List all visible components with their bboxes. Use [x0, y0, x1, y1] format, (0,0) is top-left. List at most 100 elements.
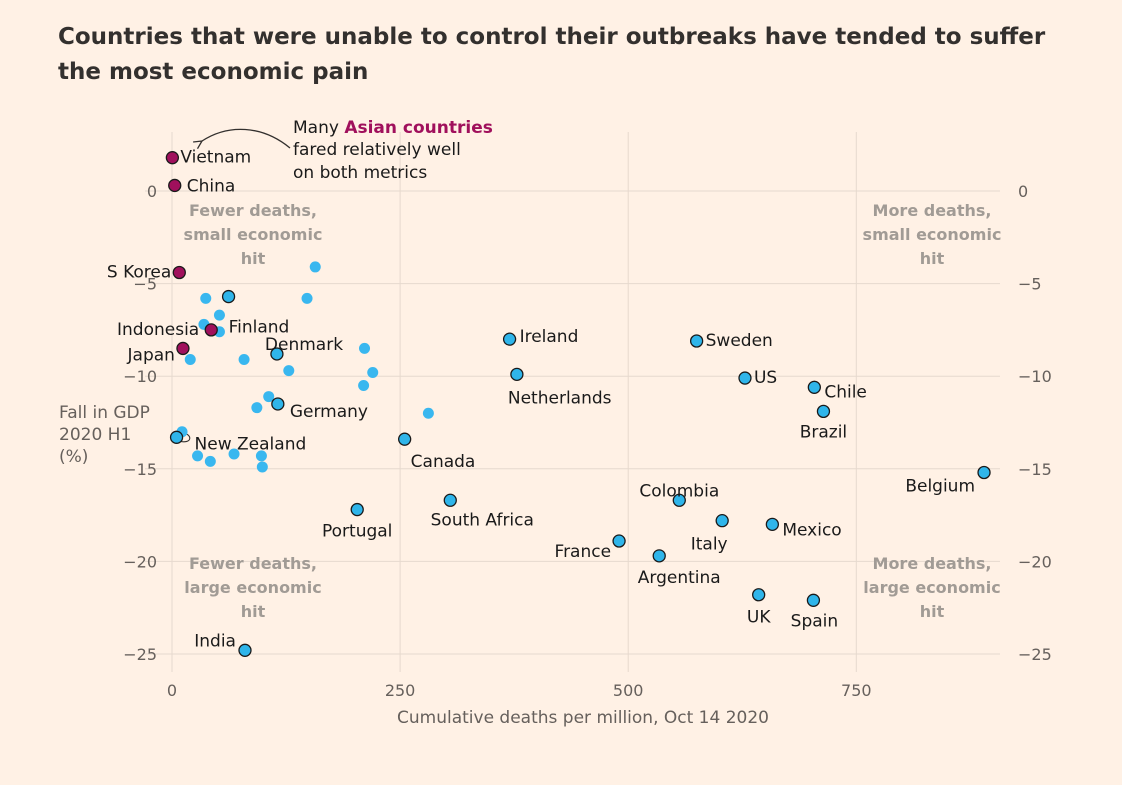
data-points — [165, 151, 991, 657]
data-point-ireland — [502, 332, 517, 346]
data-point-argentina — [652, 549, 666, 563]
y-tick-label-left: −25 — [123, 645, 157, 664]
data-point — [358, 379, 370, 391]
y-axis-label: (%) — [59, 447, 88, 467]
quadrant-label-bottom-left: hit — [241, 602, 266, 621]
data-point-netherlands — [510, 367, 524, 381]
y-axis-label: 2020 H1 — [59, 425, 131, 445]
data-point-denmark — [270, 347, 284, 361]
data-point-finland — [221, 289, 236, 304]
annotation-highlight: Asian countries — [344, 118, 493, 138]
quadrant-label-top-left: hit — [241, 249, 266, 268]
data-point-indonesia — [204, 323, 218, 337]
quadrant-label-top-right: hit — [920, 249, 945, 268]
y-tick-label-right: −20 — [1018, 552, 1052, 571]
data-point — [256, 461, 268, 473]
data-point — [359, 342, 371, 354]
quadrant-label-top-right: More deaths, — [873, 201, 992, 220]
annotation-line-3: on both metrics — [293, 163, 427, 183]
data-point-italy — [715, 514, 729, 528]
data-point-china — [168, 178, 182, 193]
quadrant-label-top-left: small economic — [184, 225, 323, 244]
data-point — [301, 292, 313, 304]
axes: 0 0 −5 −5 −10 −10 −15 −15 −20 −20 −25 −25 0 250 500 750… — [59, 182, 1052, 728]
data-point-colombia — [672, 493, 686, 507]
x-tick-label: 250 — [385, 681, 416, 700]
data-point-new-zealand — [169, 430, 184, 444]
quadrant-label-bottom-right: More deaths, — [873, 554, 992, 573]
data-point-uk — [752, 588, 766, 602]
x-axis-label: Cumulative deaths per million, Oct 14 20… — [397, 708, 769, 728]
point-label-new-zealand: New Zealand — [195, 434, 307, 454]
data-point — [255, 450, 267, 462]
quadrant-label-bottom-left: Fewer deaths, — [189, 554, 317, 573]
data-point — [263, 391, 275, 403]
data-point-germany — [271, 397, 285, 411]
point-label-us: US — [754, 368, 777, 388]
y-tick-label-left: −15 — [123, 460, 157, 479]
data-point-belgium — [977, 465, 991, 480]
data-point-mexico — [765, 517, 780, 532]
point-label-colombia: Colombia — [639, 481, 719, 501]
data-point — [367, 366, 379, 378]
quadrant-label-top-right: small economic — [863, 225, 1002, 244]
data-point — [204, 455, 216, 467]
quadrant-label-bottom-right: hit — [920, 602, 945, 621]
x-tick-label: 0 — [167, 681, 177, 700]
point-label-india: India — [194, 631, 236, 651]
point-label-france: France — [555, 542, 612, 562]
data-point-us — [738, 371, 752, 385]
y-tick-label-right: −5 — [1018, 275, 1042, 294]
annotation-line-2: fared relatively well — [293, 140, 461, 160]
y-tick-label-left: 0 — [147, 182, 157, 201]
point-label-uk: UK — [747, 608, 771, 628]
point-label-belgium: Belgium — [905, 477, 975, 497]
y-tick-label-left: −20 — [123, 552, 157, 571]
point-label-indonesia: Indonesia — [117, 320, 199, 340]
data-point-spain — [806, 593, 821, 607]
asian-annotation: Many Asian countries fared relatively we… — [177, 118, 493, 443]
data-point-s-korea — [172, 265, 186, 280]
point-label-italy: Italy — [691, 535, 728, 555]
point-label-canada: Canada — [411, 452, 476, 472]
quadrant-label-top-left: Fewer deaths, — [189, 201, 317, 220]
point-label-japan: Japan — [127, 345, 175, 365]
point-label-denmark: Denmark — [265, 335, 343, 355]
data-point — [192, 450, 204, 462]
data-point — [213, 309, 225, 321]
quadrant-label-bottom-right: large economic — [863, 578, 1000, 597]
point-label-portugal: Portugal — [322, 522, 392, 542]
point-label-finland: Finland — [229, 318, 290, 338]
data-point-chile — [807, 380, 821, 394]
annotation-arrow — [202, 128, 291, 148]
data-point — [251, 402, 263, 414]
y-axis-label: Fall in GDP — [59, 403, 150, 423]
quadrant-label-bottom-left: large economic — [184, 578, 321, 597]
data-point-india — [238, 643, 252, 657]
point-labels: Vietnam China S Korea Indonesia Japan Finland… — [107, 148, 975, 652]
data-point-portugal — [350, 502, 364, 517]
point-label-mexico: Mexico — [782, 520, 841, 540]
data-point-vietnam — [165, 151, 180, 165]
gridlines — [145, 132, 1000, 672]
y-tick-label-right: −25 — [1018, 645, 1052, 664]
x-tick-label: 750 — [841, 681, 872, 700]
y-tick-label-right: −10 — [1018, 367, 1052, 386]
point-label-ireland: Ireland — [520, 327, 579, 347]
data-point — [309, 261, 321, 273]
y-tick-label-right: −15 — [1018, 460, 1052, 479]
data-point — [228, 448, 240, 460]
data-point-brazil — [816, 404, 831, 419]
data-point — [184, 354, 196, 366]
data-point — [200, 292, 212, 304]
quadrant-labels: Fewer deaths, small economic hit More death… — [184, 201, 1002, 621]
data-point — [283, 365, 295, 377]
data-point-canada — [398, 432, 412, 446]
data-point — [238, 354, 250, 366]
point-label-netherlands: Netherlands — [508, 388, 612, 408]
point-label-china: China — [187, 176, 236, 196]
y-tick-label-left: −5 — [133, 275, 157, 294]
x-tick-label: 500 — [613, 681, 644, 700]
point-label-spain: Spain — [791, 611, 839, 631]
